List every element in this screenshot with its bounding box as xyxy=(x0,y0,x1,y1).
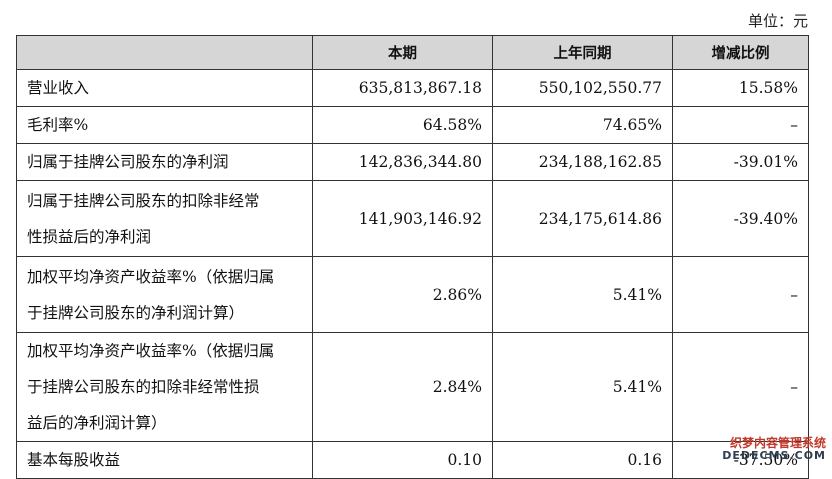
prior-value: 5.41% xyxy=(492,256,673,333)
change-value: – xyxy=(672,332,809,442)
current-value: 141,903,146.92 xyxy=(312,180,493,257)
prior-value: 74.65% xyxy=(492,106,673,144)
current-value: 64.58% xyxy=(312,106,493,144)
table-row: 归属于挂牌公司股东的净利润 142,836,344.80 234,188,162… xyxy=(16,143,809,181)
table-row: 毛利率% 64.58% 74.65% – xyxy=(16,106,809,144)
change-value: 15.58% xyxy=(672,69,809,107)
prior-value: 234,175,614.86 xyxy=(492,180,673,257)
header-current: 本期 xyxy=(312,35,493,70)
current-value: 142,836,344.80 xyxy=(312,143,493,181)
row-label: 归属于挂牌公司股东的扣除非经常 性损益后的净利润 xyxy=(16,180,313,257)
current-value: 2.86% xyxy=(312,256,493,333)
current-value: 635,813,867.18 xyxy=(312,69,493,107)
prior-value: 5.41% xyxy=(492,332,673,442)
table-row: 营业收入 635,813,867.18 550,102,550.77 15.58… xyxy=(16,69,809,107)
row-label: 加权平均净资产收益率%（依据归属 于挂牌公司股东的扣除非经常性损 益后的净利润计算） xyxy=(16,332,313,442)
unit-label: 单位：元 xyxy=(747,12,808,30)
watermark-line1: 织梦内容管理系统 xyxy=(729,435,826,450)
row-label: 营业收入 xyxy=(16,69,313,107)
table-row: 归属于挂牌公司股东的扣除非经常 性损益后的净利润 141,903,146.92 2… xyxy=(16,180,809,257)
financial-summary-table: 本期 上年同期 增减比例 营业收入 635,813,867.18 550,102… xyxy=(16,35,809,479)
header-change: 增减比例 xyxy=(672,35,809,70)
row-label: 毛利率% xyxy=(16,106,313,144)
change-value: -39.01% xyxy=(672,143,809,181)
table-row: 基本每股收益 0.10 0.16 -37.50% xyxy=(16,441,809,479)
row-label: 基本每股收益 xyxy=(16,441,313,479)
current-value: 0.10 xyxy=(312,441,493,479)
watermark-line2: DEDECMS.COM xyxy=(722,448,826,462)
change-value: – xyxy=(672,256,809,333)
row-label: 加权平均净资产收益率%（依据归属 于挂牌公司股东的净利润计算） xyxy=(16,256,313,333)
prior-value: 550,102,550.77 xyxy=(492,69,673,107)
prior-value: 234,188,162.85 xyxy=(492,143,673,181)
table-row: 加权平均净资产收益率%（依据归属 于挂牌公司股东的扣除非经常性损 益后的净利润计算）… xyxy=(16,332,809,442)
table-header-row: 本期 上年同期 增减比例 xyxy=(16,35,809,70)
prior-value: 0.16 xyxy=(492,441,673,479)
row-label: 归属于挂牌公司股东的净利润 xyxy=(16,143,313,181)
header-prior: 上年同期 xyxy=(492,35,673,70)
change-value: -39.40% xyxy=(672,180,809,257)
change-value: – xyxy=(672,106,809,144)
header-item xyxy=(16,35,313,70)
watermark: 织梦内容管理系统 DEDECMS.COM xyxy=(722,435,826,462)
table-row: 加权平均净资产收益率%（依据归属 于挂牌公司股东的净利润计算） 2.86% 5.4… xyxy=(16,256,809,333)
current-value: 2.84% xyxy=(312,332,493,442)
